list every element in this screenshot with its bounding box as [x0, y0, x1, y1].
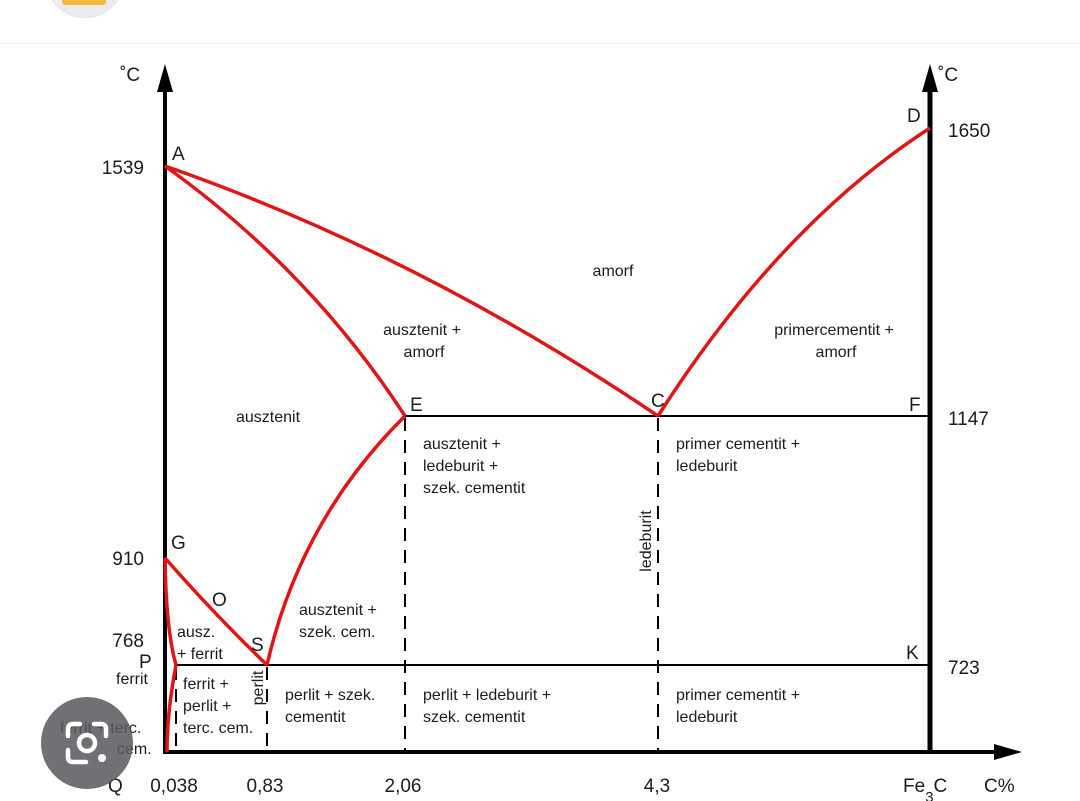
phase-boundaries [163, 126, 931, 753]
google-lens-button[interactable] [41, 697, 133, 789]
region-label: amorf [593, 263, 634, 280]
x-end-label: Fe3C [903, 776, 947, 801]
line-GOS [163, 556, 269, 667]
solidus-line-AE [163, 164, 407, 417]
region-labels: amorf ausztenit + amorf primercementit +… [60, 263, 894, 758]
liquidus-line-AC [164, 164, 659, 418]
solvus-line-ES [265, 414, 407, 666]
region-label: perlit + ledeburit + [423, 687, 551, 704]
x-end-label-main: Fe [903, 776, 925, 797]
region-label: szek. cementit [423, 709, 526, 726]
point-label: C [651, 391, 665, 412]
right-axis-arrow [922, 64, 938, 92]
point-labels: A D E C F G O S P K [139, 106, 921, 673]
region-label: amorf [816, 344, 857, 361]
line-GP [163, 557, 178, 666]
region-label: szek. cem. [299, 624, 375, 641]
region-label: ledeburit [676, 709, 738, 726]
temp-label: 768 [112, 631, 144, 652]
region-label: primer cementit + [676, 687, 800, 704]
region-label: perlit + szek. [285, 687, 375, 704]
liquidus-line-CD [656, 126, 931, 417]
axis-labels: ˚C ˚C C% Q 0,038 0,83 2,06 4,3 Fe3C 1539… [102, 65, 1015, 801]
region-label: ausztenit + [423, 436, 501, 453]
region-label: amorf [404, 344, 445, 361]
region-label: ledeburit [676, 458, 738, 475]
region-label: perlit + [183, 698, 231, 715]
x-tick-label: 0,038 [150, 776, 198, 797]
point-label: S [251, 635, 264, 656]
region-label: ausz. [177, 624, 215, 641]
region-label: terc. cem. [183, 720, 253, 737]
region-label: + ferrit [177, 646, 223, 663]
point-label: F [909, 395, 921, 416]
point-label: A [172, 144, 185, 165]
right-axis-unit: ˚C [938, 65, 958, 86]
region-label: ferrit + [183, 676, 229, 693]
point-label: K [906, 643, 919, 664]
x-end-label-sub: 3 [925, 789, 933, 801]
google-lens-icon [65, 721, 109, 765]
axes [157, 64, 1022, 760]
x-tick-label: 4,3 [644, 776, 670, 797]
horizontal-lines [176, 415, 930, 666]
region-label-vertical: ledeburit [638, 510, 655, 572]
temp-label: 1147 [948, 409, 989, 430]
region-label-vertical: perlit [250, 670, 267, 705]
point-label: D [907, 106, 921, 127]
temp-label: 723 [948, 658, 980, 679]
temp-label: 1539 [102, 158, 144, 179]
region-label: ausztenit [236, 409, 301, 426]
point-label: O [212, 590, 227, 611]
x-axis-arrow [994, 744, 1022, 760]
region-label: ferrit [116, 671, 149, 688]
left-axis-unit: ˚C [120, 65, 140, 86]
temp-label: 1650 [948, 121, 990, 142]
dashed-lines [175, 418, 659, 752]
x-axis-unit: C% [984, 776, 1015, 797]
point-label: E [410, 395, 423, 416]
point-label: G [171, 533, 186, 554]
divider [0, 43, 1080, 44]
region-label: szek. cementit [423, 480, 526, 497]
region-label: primer cementit + [676, 436, 800, 453]
region-label: ausztenit + [383, 322, 461, 339]
temp-label: 910 [112, 549, 144, 570]
point-label: P [139, 652, 152, 673]
x-tick-label: 0,83 [247, 776, 284, 797]
left-axis-arrow [157, 64, 173, 92]
region-label: cementit [285, 709, 346, 726]
x-end-label-tail: C [934, 776, 948, 797]
line-PQ [165, 664, 178, 753]
region-label: ledeburit + [423, 458, 498, 475]
x-tick-label: 2,06 [385, 776, 422, 797]
region-label: ausztenit + [299, 602, 377, 619]
region-label: primercementit + [774, 322, 894, 339]
